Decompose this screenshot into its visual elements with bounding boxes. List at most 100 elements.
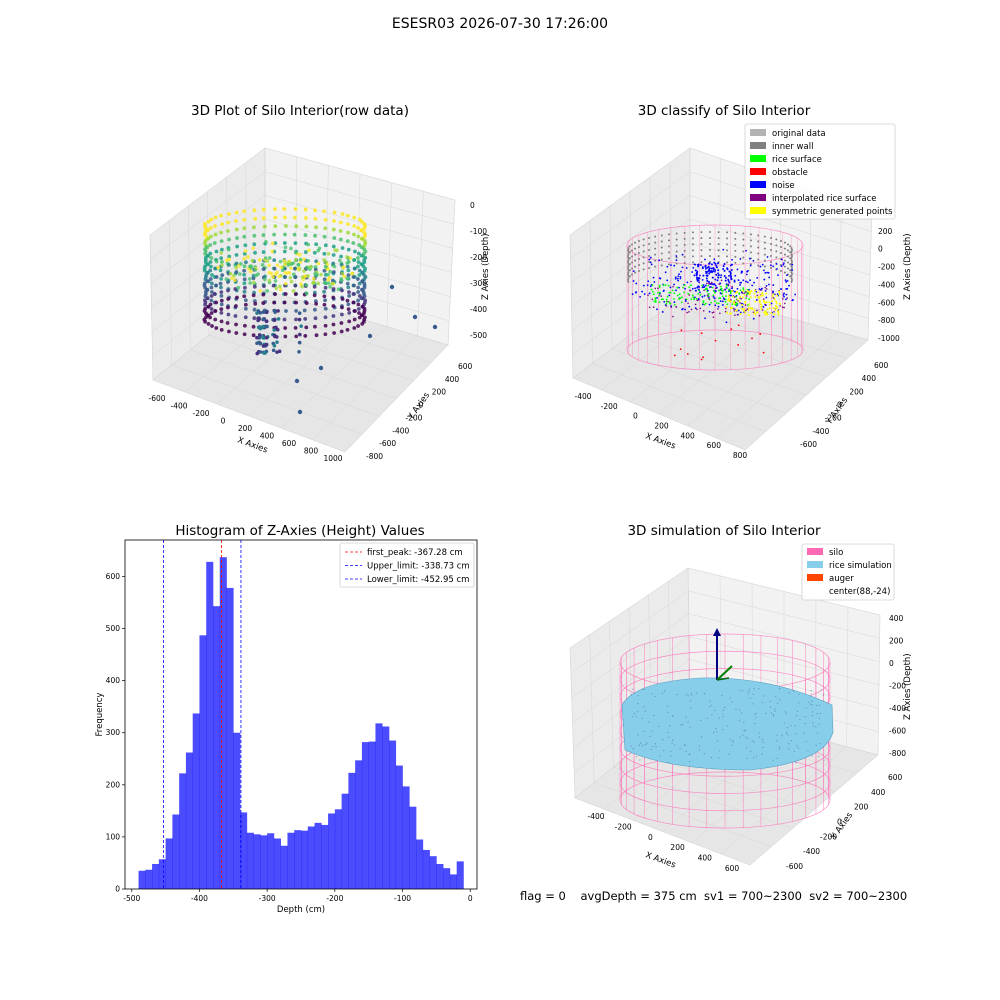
- data-point: [273, 279, 278, 283]
- noise-point: [710, 267, 713, 270]
- data-point: [289, 279, 294, 284]
- interpolated-point: [654, 287, 657, 290]
- noise-point: [648, 292, 651, 295]
- data-point: [219, 307, 224, 312]
- histogram-bar: [429, 856, 437, 889]
- noise-point: [791, 269, 794, 272]
- surface-mesh-point: [681, 724, 683, 726]
- data-point: [261, 317, 266, 321]
- data-point: [294, 300, 298, 305]
- surface-mesh-point: [804, 722, 806, 724]
- data-point: [342, 274, 347, 279]
- noise-point: [708, 268, 711, 271]
- noise-point: [755, 290, 758, 293]
- surface-mesh-point: [710, 756, 712, 759]
- noise-point: [713, 258, 716, 261]
- y-tick-label: 500: [106, 624, 121, 633]
- surface-mesh-point: [812, 714, 814, 717]
- noise-point: [727, 280, 730, 283]
- noise-point: [772, 290, 774, 293]
- noise-point: [717, 274, 720, 277]
- y-tick-label: 0: [837, 401, 842, 410]
- inner-wall-point: [683, 255, 686, 258]
- inner-wall-point: [637, 264, 640, 266]
- data-point: [226, 247, 231, 252]
- surface-mesh-point: [653, 714, 655, 717]
- surface-mesh-point: [776, 757, 778, 759]
- z-tick-label: -200: [878, 263, 895, 272]
- rice-surface-point: [729, 290, 732, 293]
- surface-mesh-point: [680, 724, 682, 726]
- noise-point: [684, 300, 687, 302]
- data-point: [340, 246, 345, 250]
- y-tick-label: -600: [800, 440, 817, 449]
- data-point: [327, 275, 332, 280]
- rice-surface-point: [725, 295, 727, 297]
- obstacle-point: [737, 324, 740, 327]
- surface-mesh-point: [749, 697, 751, 699]
- histogram-bar: [341, 793, 349, 889]
- y-tick-label: 600: [458, 362, 473, 371]
- data-point: [226, 312, 231, 317]
- rice-surface-point: [658, 284, 661, 287]
- inner-wall-point: [757, 252, 760, 255]
- symmetric-point: [732, 300, 735, 303]
- z-tick-label: 0: [470, 201, 475, 210]
- data-point: [357, 273, 362, 277]
- data-point: [313, 208, 317, 213]
- data-point: [352, 326, 357, 330]
- z-tick-label: -200: [889, 682, 906, 691]
- data-point: [303, 233, 308, 237]
- data-point: [314, 333, 319, 338]
- inner-wall-point: [654, 241, 657, 244]
- data-point: [239, 262, 243, 266]
- noise-point: [666, 279, 669, 282]
- data-point: [203, 264, 207, 269]
- data-point: [202, 281, 207, 286]
- data-point: [227, 329, 231, 334]
- interpolated-point: [731, 285, 733, 288]
- data-point: [359, 313, 364, 318]
- inner-wall-point: [700, 255, 703, 258]
- data-point: [226, 220, 231, 225]
- data-point: [234, 304, 238, 308]
- data-point: [209, 264, 213, 269]
- data-point: [304, 216, 308, 220]
- data-point: [306, 242, 311, 247]
- noise-point: [697, 265, 700, 268]
- noise-point: [691, 271, 694, 273]
- legend-entry: interpolated rice surface: [772, 194, 877, 204]
- inner-wall-point: [790, 271, 793, 274]
- y-tick-label: 200: [106, 780, 121, 789]
- obstacle-point: [751, 337, 753, 340]
- data-point: [267, 278, 272, 283]
- data-point: [234, 219, 238, 223]
- surface-mesh-point: [778, 746, 781, 748]
- obstacle-point: [686, 353, 689, 355]
- surface-mesh-point: [642, 744, 644, 746]
- histogram-bar: [280, 845, 288, 889]
- data-point: [339, 254, 343, 259]
- surface-mesh-point: [630, 694, 632, 696]
- data-point: [206, 236, 211, 241]
- interpolated-point: [672, 315, 674, 318]
- noise-point: [736, 287, 739, 290]
- data-point: [224, 277, 229, 281]
- grid-line: [749, 754, 879, 866]
- inner-wall-point: [627, 279, 629, 281]
- histogram-bar: [192, 713, 200, 889]
- surface-mesh-point: [811, 711, 814, 713]
- surface-mesh-point: [740, 712, 743, 714]
- interpolated-point: [667, 300, 669, 303]
- data-point: [294, 334, 299, 339]
- surface-mesh-point: [661, 692, 664, 694]
- data-point: [235, 244, 240, 249]
- x-tick-label: -100: [394, 894, 411, 903]
- rice-surface-point: [685, 298, 688, 301]
- data-point: [297, 340, 302, 345]
- legend-swatch: [750, 142, 766, 149]
- grid-line: [447, 199, 456, 346]
- noise-point: [656, 308, 658, 311]
- surface-mesh-point: [788, 743, 790, 745]
- data-point: [233, 278, 237, 282]
